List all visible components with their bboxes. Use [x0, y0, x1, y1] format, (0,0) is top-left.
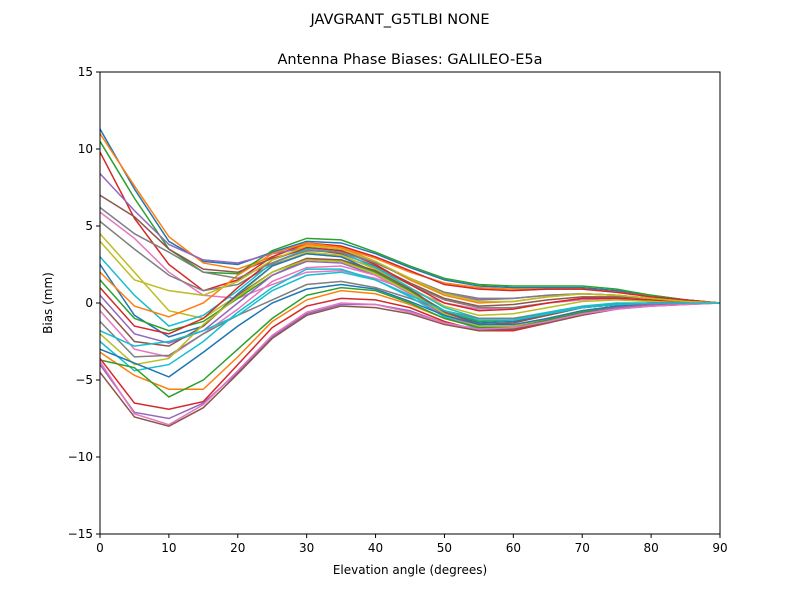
- figure-suptitle: JAVGRANT_G5TLBI NONE: [309, 12, 489, 28]
- x-tick-label: 80: [643, 541, 658, 555]
- x-tick-label: 50: [437, 541, 452, 555]
- x-tick-label: 20: [230, 541, 245, 555]
- series-line: [99, 194, 721, 307]
- series-line: [99, 283, 720, 378]
- series-lines: [99, 128, 721, 428]
- y-tick-label: 5: [85, 219, 93, 233]
- series-line: [99, 240, 721, 304]
- x-tick-label: 70: [575, 541, 590, 555]
- y-axis-ticks: −15 −10 −5 0 5 10 15: [68, 65, 100, 541]
- chart-title: Antenna Phase Biases: GALILEO-E5a: [278, 52, 543, 68]
- series-line: [99, 248, 720, 327]
- y-tick-label: −10: [68, 450, 93, 464]
- x-tick-label: 90: [712, 541, 727, 555]
- series-line: [99, 302, 721, 426]
- x-axis-label: Elevation angle (degrees): [333, 563, 487, 577]
- x-tick-label: 60: [506, 541, 521, 555]
- series-line: [99, 271, 720, 347]
- x-tick-label: 40: [368, 541, 383, 555]
- y-tick-label: −5: [75, 373, 93, 387]
- y-tick-label: 15: [78, 65, 93, 79]
- y-tick-label: −15: [68, 527, 93, 541]
- x-tick-label: 10: [161, 541, 176, 555]
- series-line: [99, 246, 721, 335]
- y-tick-label: 0: [85, 296, 93, 310]
- series-line: [99, 128, 721, 304]
- x-tick-label: 30: [299, 541, 314, 555]
- x-tick-label: 0: [96, 541, 104, 555]
- x-axis-ticks: 0 10 20 30 40 50 60 70 80 90: [96, 534, 728, 555]
- y-tick-label: 10: [78, 142, 93, 156]
- y-axis-label: Bias (mm): [41, 272, 55, 334]
- series-line: [99, 302, 720, 420]
